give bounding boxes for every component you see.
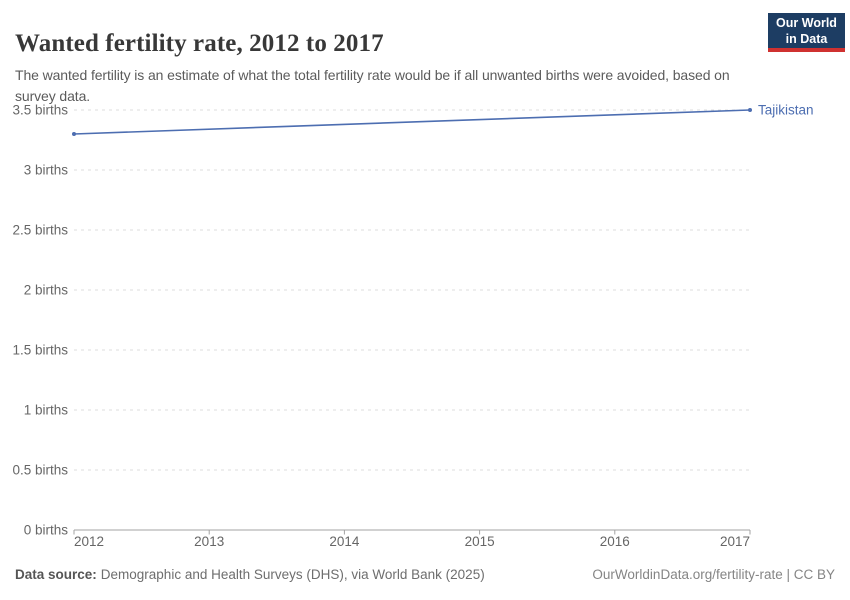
y-axis-tick-label: 0 births [24, 523, 69, 538]
y-axis-tick-label: 3 births [24, 163, 69, 178]
x-axis-tick-label: 2012 [74, 534, 104, 549]
x-axis-tick-label: 2017 [720, 534, 750, 549]
chart-subtitle: The wanted fertility is an estimate of w… [15, 67, 730, 104]
data-source-label: Data source: [15, 567, 97, 582]
data-point[interactable] [748, 108, 752, 112]
data-source: Data source: Demographic and Health Surve… [15, 567, 485, 582]
chart-footer: Data source: Demographic and Health Surve… [15, 567, 835, 582]
x-axis-tick-label: 2014 [329, 534, 360, 549]
y-axis-tick-label: 2 births [24, 283, 69, 298]
x-axis-tick-label: 2013 [194, 534, 224, 549]
y-axis-tick-label: 3.5 births [12, 103, 68, 118]
data-point[interactable] [72, 132, 76, 136]
series-line-tajikistan[interactable] [73, 109, 751, 135]
y-axis-tick-label: 1 births [24, 403, 69, 418]
data-source-text: Demographic and Health Surveys (DHS), vi… [100, 567, 485, 582]
owid-logo-line1: Our World [776, 15, 837, 30]
footer-credit-link[interactable]: OurWorldinData.org/fertility-rate | CC B… [592, 567, 835, 582]
y-axis-tick-label: 0.5 births [12, 463, 68, 478]
series-label-tajikistan[interactable]: Tajikistan [758, 103, 814, 118]
owid-logo-line2: in Data [785, 31, 828, 46]
y-axis-tick-label: 1.5 births [12, 343, 68, 358]
owid-logo[interactable]: Our World in Data [768, 13, 845, 52]
x-axis-tick-label: 2015 [465, 534, 495, 549]
chart-title: Wanted fertility rate, 2012 to 2017 [15, 29, 384, 57]
x-axis-tick-label: 2016 [600, 534, 630, 549]
y-axis-tick-label: 2.5 births [12, 223, 68, 238]
